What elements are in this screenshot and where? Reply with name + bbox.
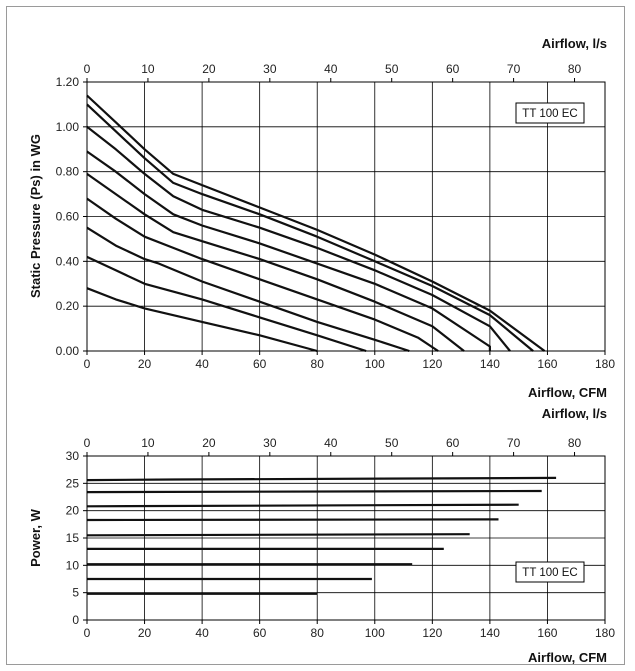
x-tick-label: 180 xyxy=(595,626,615,640)
pressure-top-axis-title: Airflow, l/s xyxy=(542,36,607,51)
top-tick-label: 50 xyxy=(385,62,399,76)
power-legend: TT 100 EC xyxy=(515,561,585,583)
pressure-legend-label: TT 100 EC xyxy=(522,108,577,120)
power-bottom-axis-title: Airflow, CFM xyxy=(528,650,607,665)
top-tick-label: 20 xyxy=(202,436,216,450)
pressure-curve-6 xyxy=(86,150,491,351)
pressure-legend-box xyxy=(515,102,585,124)
pressure-curve-9 xyxy=(86,94,546,352)
x-tick-label: 40 xyxy=(195,626,209,640)
x-tick-label: 80 xyxy=(311,357,325,371)
pressure-curve-5 xyxy=(86,172,465,352)
x-tick-label: 120 xyxy=(422,626,442,640)
pressure-curve-3 xyxy=(86,226,410,353)
pressure-bottom-axis-title: Airflow, CFM xyxy=(528,385,607,400)
top-tick-label: 40 xyxy=(324,62,338,76)
power-top-axis-title: Airflow, l/s xyxy=(542,406,607,421)
pressure-ticks: 0 20 40 60 80 100 120 140 160 1800.000.200.400.60… xyxy=(56,62,616,371)
power-legend-label: TT 100 EC xyxy=(522,567,577,579)
x-tick-label: 100 xyxy=(365,357,385,371)
figure-frame xyxy=(6,6,625,665)
x-tick-label: 140 xyxy=(480,626,500,640)
y-tick-label: 25 xyxy=(66,476,80,490)
power-line-8 xyxy=(86,489,542,494)
power-ticks: 0 20 40 60 80 100 120 140 160 180 0 5 10 15 20 25 30 0 10 2… xyxy=(66,436,616,640)
x-tick-label: 140 xyxy=(480,357,500,371)
y-tick-label: 0 xyxy=(72,613,79,627)
top-tick-label: 70 xyxy=(507,436,521,450)
x-tick-label: 0 xyxy=(84,626,91,640)
y-tick-label: 1.00 xyxy=(56,120,80,134)
power-series xyxy=(86,476,557,595)
pressure-y-axis-title: Static Pressure (Ps) in WG xyxy=(28,134,43,298)
x-tick-label: 20 xyxy=(138,357,152,371)
pressure-curve-8 xyxy=(86,103,534,352)
power-line-7 xyxy=(86,503,519,508)
top-tick-label: 10 xyxy=(141,62,155,76)
x-tick-label: 80 xyxy=(311,626,325,640)
pressure-curve-7 xyxy=(86,125,511,352)
top-tick-label: 80 xyxy=(568,62,582,76)
x-tick-label: 160 xyxy=(537,626,557,640)
top-tick-label: 50 xyxy=(385,436,399,450)
top-tick-label: 60 xyxy=(446,62,460,76)
top-tick-label: 70 xyxy=(507,62,521,76)
x-tick-label: 20 xyxy=(138,626,152,640)
top-tick-label: 80 xyxy=(568,436,582,450)
x-tick-label: 180 xyxy=(595,357,615,371)
y-tick-label: 10 xyxy=(66,558,80,572)
x-tick-label: 40 xyxy=(195,357,209,371)
power-line-5 xyxy=(86,533,470,537)
y-tick-label: 1.20 xyxy=(56,75,80,89)
power-y-axis-title: Power, W xyxy=(28,508,43,567)
x-tick-label: 100 xyxy=(365,626,385,640)
top-tick-label: 60 xyxy=(446,436,460,450)
y-tick-label: 30 xyxy=(66,449,80,463)
y-tick-label: 5 xyxy=(72,586,79,600)
power-chart: 0 20 40 60 80 100 120 140 160 180 0 5 10 15 20 25 30 0 10 2… xyxy=(28,406,615,665)
x-tick-label: 160 xyxy=(537,357,557,371)
top-tick-label: 40 xyxy=(324,436,338,450)
power-legend-box xyxy=(515,561,585,583)
top-tick-label: 20 xyxy=(202,62,216,76)
y-tick-label: 0.80 xyxy=(56,165,80,179)
pressure-legend: TT 100 EC xyxy=(515,102,585,124)
x-tick-label: 0 xyxy=(84,357,91,371)
y-tick-label: 0.60 xyxy=(56,210,80,224)
pressure-curve-2 xyxy=(86,255,367,353)
top-tick-label: 0 xyxy=(84,436,91,450)
top-tick-label: 10 xyxy=(141,436,155,450)
pressure-curve-1 xyxy=(86,287,318,353)
x-tick-label: 60 xyxy=(253,626,267,640)
top-tick-label: 30 xyxy=(263,62,277,76)
power-line-9 xyxy=(86,476,557,482)
x-tick-label: 120 xyxy=(422,357,442,371)
x-tick-label: 60 xyxy=(253,357,267,371)
power-line-6 xyxy=(86,518,499,522)
y-tick-label: 0.40 xyxy=(56,254,80,268)
top-tick-label: 0 xyxy=(84,62,91,76)
y-tick-label: 0.00 xyxy=(56,344,80,358)
top-tick-label: 30 xyxy=(263,436,277,450)
pressure-series xyxy=(86,94,546,353)
pressure-chart: 0 20 40 60 80 100 120 140 160 1800.000.200.400.60… xyxy=(28,36,615,400)
y-tick-label: 0.20 xyxy=(56,299,80,313)
y-tick-label: 15 xyxy=(66,531,80,545)
y-tick-label: 20 xyxy=(66,504,80,518)
pressure-curve-4 xyxy=(86,197,439,352)
